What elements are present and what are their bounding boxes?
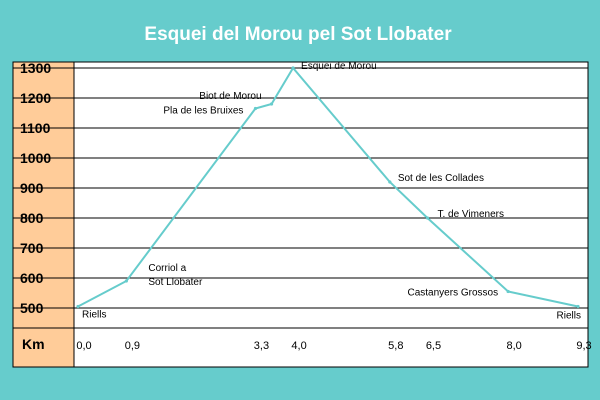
waypoint-label: Esquei de Morou bbox=[301, 61, 377, 72]
elevation-point bbox=[76, 304, 80, 309]
y-tick-label: 1100 bbox=[20, 120, 51, 136]
y-tick-label: 700 bbox=[20, 240, 44, 256]
x-tick-label: 3,3 bbox=[254, 340, 269, 352]
y-tick-label: 600 bbox=[20, 270, 44, 286]
x-tick-label: 6,5 bbox=[426, 340, 441, 352]
x-tick-label: 4,0 bbox=[291, 340, 306, 352]
waypoint-label: Riells bbox=[557, 311, 581, 322]
waypoint-annotations: Riells Corriol a Sot Llobater Pla de les Br… bbox=[82, 61, 581, 322]
x-axis-tick-labels: 0,0 0,9 3,3 4,0 5,8 6,5 8,0 9,3 bbox=[76, 340, 591, 352]
elevation-point bbox=[291, 66, 295, 70]
waypoint-label: Riells bbox=[82, 310, 106, 321]
x-axis-unit-label: Km bbox=[22, 336, 45, 352]
waypoint-label: Castanyers Grossos bbox=[408, 288, 499, 299]
elevation-points bbox=[76, 66, 580, 309]
elevation-point bbox=[506, 289, 510, 294]
y-tick-label: 1000 bbox=[20, 150, 51, 166]
x-tick-label: 0,0 bbox=[76, 340, 91, 352]
y-axis-band bbox=[13, 62, 74, 367]
y-tick-label: 800 bbox=[20, 210, 44, 226]
y-tick-label: 1200 bbox=[20, 90, 51, 106]
waypoint-label: Sot de les Collades bbox=[398, 173, 484, 184]
waypoint-label: Pla de les Bruixes bbox=[163, 106, 243, 117]
x-tick-label: 8,0 bbox=[506, 340, 521, 352]
x-tick-label: 9,3 bbox=[576, 340, 591, 352]
waypoint-label: Corriol a Sot Llobater bbox=[148, 263, 203, 288]
x-tick-label: 0,9 bbox=[125, 340, 140, 352]
y-tick-label: 1300 bbox=[20, 60, 51, 76]
waypoint-label: Biot de Morou bbox=[199, 91, 261, 102]
elevation-point bbox=[253, 106, 258, 111]
waypoint-label: T. de Vimeners bbox=[437, 209, 504, 220]
elevation-point bbox=[388, 180, 392, 184]
plot-area bbox=[74, 62, 588, 367]
y-axis-tick-labels: 500 600 700 800 900 1000 1100 1200 1300 bbox=[20, 60, 51, 316]
chart-frame bbox=[12, 61, 589, 368]
elevation-point bbox=[425, 216, 430, 220]
elevation-point bbox=[576, 304, 580, 309]
grid-lines bbox=[13, 62, 588, 367]
y-tick-label: 900 bbox=[20, 180, 44, 196]
y-tick-label: 500 bbox=[20, 300, 44, 316]
elevation-point bbox=[124, 279, 128, 283]
elevation-point bbox=[269, 102, 274, 106]
chart-title: Esquei del Morou pel Sot Llobater bbox=[144, 24, 452, 45]
x-tick-label: 5,8 bbox=[388, 340, 403, 352]
